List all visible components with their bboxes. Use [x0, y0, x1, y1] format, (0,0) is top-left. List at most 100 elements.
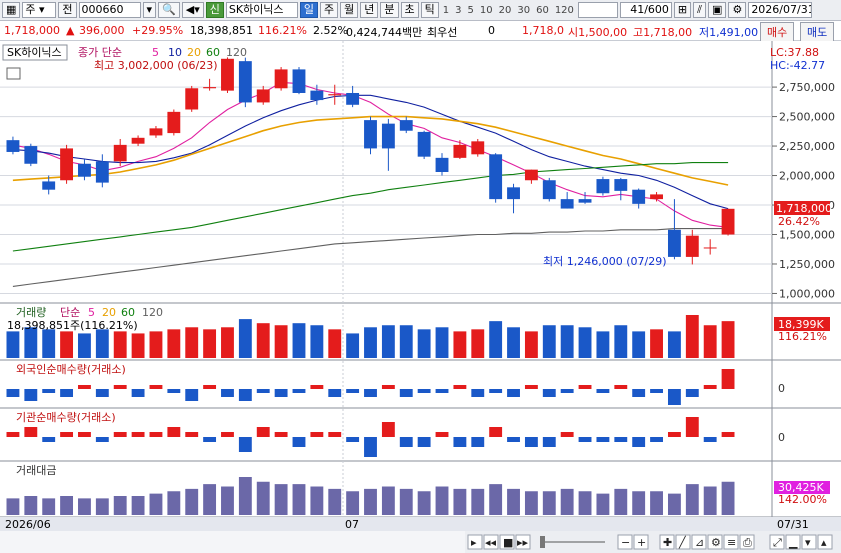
- speaker-icon[interactable]: ◀▾: [181, 2, 204, 18]
- foreign-bar-8: [149, 385, 163, 389]
- scroll-track[interactable]: [0, 531, 465, 553]
- expand-icon[interactable]: ⊞: [673, 2, 692, 18]
- tab-minute[interactable]: 분: [380, 2, 399, 18]
- minimize-icon: ▁: [788, 536, 798, 549]
- zoom-in-button[interactable]: [633, 534, 649, 550]
- count-input[interactable]: 41/600: [619, 2, 672, 18]
- foreign-bar-1: [24, 389, 38, 401]
- tab-month[interactable]: 월: [340, 2, 359, 18]
- foreign-bar-34: [614, 385, 628, 389]
- interval-120[interactable]: 120: [554, 4, 574, 16]
- scroll-up-button[interactable]: [817, 534, 833, 550]
- amount-bar-13: [238, 477, 252, 515]
- scroll-down-button[interactable]: [801, 534, 817, 550]
- price-tick-label-4: 2,000,000: [779, 170, 835, 183]
- minimize-button[interactable]: [785, 534, 801, 550]
- institution-bar-4: [78, 432, 91, 437]
- prev-button[interactable]: 전: [58, 2, 77, 18]
- interval-5[interactable]: 5: [467, 4, 474, 16]
- amount-bar-31: [560, 488, 574, 515]
- calculator-icon[interactable]: [6, 67, 21, 80]
- amount-bar-3: [60, 496, 74, 515]
- amount-bar-7: [131, 496, 145, 515]
- lines-button[interactable]: [723, 534, 739, 550]
- foreign-bar-32: [578, 385, 592, 389]
- volume-bar-26: [471, 329, 485, 358]
- candle-body-10: [185, 88, 199, 110]
- tab-year[interactable]: 년: [360, 2, 379, 18]
- zoom-out-button[interactable]: [617, 534, 633, 550]
- volume-value: 18,398,851주(116.21%): [7, 319, 138, 332]
- measure-icon: ⊿: [695, 536, 704, 549]
- print-button[interactable]: [739, 534, 755, 550]
- institution-bar-12: [221, 432, 234, 437]
- period-type-select[interactable]: 주 ▾: [22, 2, 57, 18]
- low-price: 저1,491,00: [699, 26, 759, 39]
- foreign-bar-17: [310, 385, 324, 389]
- institution-bar-19: [346, 437, 360, 442]
- zoom-thumb[interactable]: [540, 536, 545, 548]
- candle-body-40: [721, 208, 735, 235]
- draw-line-button[interactable]: [675, 534, 691, 550]
- forward-button[interactable]: [515, 534, 531, 550]
- custom-interval-input[interactable]: [577, 2, 618, 18]
- measure-button[interactable]: [691, 534, 707, 550]
- interval-30[interactable]: 30: [517, 4, 531, 16]
- dropdown-icon[interactable]: ▾: [142, 2, 157, 18]
- stop-button[interactable]: [499, 534, 515, 550]
- institution-bar-27: [489, 427, 503, 437]
- institution-bar-38: [685, 417, 699, 437]
- ma-legend-120: 120: [226, 46, 247, 59]
- high-price: 고1,718,00: [633, 26, 693, 39]
- rewind-button[interactable]: [483, 534, 499, 550]
- foreign-bar-5: [95, 389, 109, 397]
- volume-bar-7: [131, 333, 145, 358]
- institution-bar-33: [596, 437, 610, 442]
- volume-bar-19: [346, 333, 360, 358]
- fit-button[interactable]: [769, 534, 785, 550]
- interval-10[interactable]: 10: [479, 4, 493, 16]
- candle-body-29: [524, 169, 538, 181]
- amount-bar-24: [435, 486, 449, 515]
- price-chart[interactable]: 1,000,0001,250,0001,500,0001,750,0002,00…: [0, 41, 841, 553]
- date-input[interactable]: 2026/07/31: [748, 2, 813, 18]
- foreign-zero: 0: [778, 382, 785, 395]
- chart-type-icon[interactable]: ⫽: [693, 2, 707, 18]
- interval-20[interactable]: 20: [498, 4, 512, 16]
- x-axis-start: 2026/06: [5, 518, 51, 531]
- sell-button[interactable]: 매도: [800, 22, 835, 42]
- institution-bar-32: [578, 437, 592, 442]
- interval-60[interactable]: 60: [536, 4, 549, 16]
- settings-button[interactable]: [707, 534, 723, 550]
- search-icon[interactable]: 🔍: [158, 2, 180, 18]
- tab-second[interactable]: 초: [400, 2, 419, 18]
- save-icon[interactable]: ▣: [708, 2, 727, 18]
- change-percent: +29.95%: [132, 24, 184, 37]
- gear-icon[interactable]: ⚙: [728, 2, 747, 18]
- tab-week[interactable]: 주: [320, 2, 339, 18]
- volume-bar-2: [42, 329, 56, 358]
- candle-body-27: [489, 154, 503, 200]
- volume-ma-20: 20: [102, 306, 116, 319]
- institution-bar-3: [60, 432, 74, 437]
- volume-bar-31: [560, 325, 574, 358]
- amount-bar-23: [417, 491, 431, 515]
- volume-bar-10: [185, 327, 199, 358]
- amount-bar-11: [203, 484, 217, 515]
- grid-icon[interactable]: ▦: [2, 2, 21, 18]
- foreign-bar-31: [560, 389, 574, 393]
- interval-1[interactable]: 1: [442, 4, 450, 16]
- volume: 18,398,851: [190, 24, 253, 37]
- volume-bar-20: [364, 327, 377, 358]
- volume-bar-11: [203, 329, 217, 358]
- buy-button[interactable]: 매수: [760, 22, 795, 42]
- amount-bars: [6, 477, 735, 515]
- volume-ma-5: 5: [88, 306, 95, 319]
- crosshair-button[interactable]: [659, 534, 675, 550]
- tab-day[interactable]: 일: [299, 2, 318, 18]
- stock-code-input[interactable]: 000660: [78, 2, 141, 18]
- tab-tick[interactable]: 틱: [420, 2, 439, 18]
- interval-3[interactable]: 3: [455, 4, 462, 16]
- scroll-left-button[interactable]: [467, 534, 483, 550]
- volume-bar-33: [596, 331, 610, 358]
